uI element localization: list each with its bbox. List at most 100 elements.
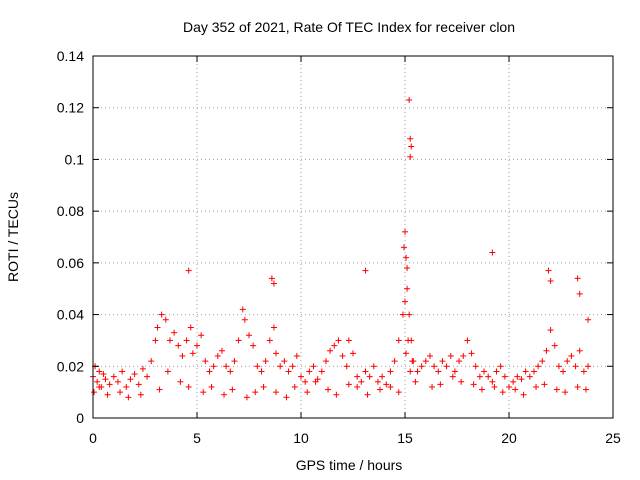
data-point: [114, 378, 121, 385]
data-point: [179, 352, 186, 359]
data-point: [514, 373, 521, 380]
data-point: [399, 311, 406, 318]
data-point: [250, 342, 257, 349]
grid: [93, 56, 613, 418]
data-point: [572, 363, 579, 370]
data-point: [123, 383, 130, 390]
data-point: [447, 352, 454, 359]
data-point: [551, 342, 558, 349]
y-tick-label: 0.1: [65, 151, 85, 167]
data-point: [208, 383, 215, 390]
data-point: [246, 332, 252, 339]
data-point: [478, 386, 485, 393]
data-point: [304, 389, 311, 396]
x-axis-label: GPS time / hours: [296, 457, 403, 473]
data-point: [481, 368, 488, 375]
data-point: [91, 389, 98, 396]
data-point: [291, 383, 298, 390]
data-point: [333, 391, 340, 398]
data-point: [119, 368, 126, 375]
y-tick-label: 0.14: [57, 48, 84, 64]
data-point: [362, 368, 369, 375]
data-point: [553, 386, 560, 393]
data-point: [510, 378, 517, 385]
data-point: [499, 389, 506, 396]
data-point: [535, 363, 542, 370]
data-point: [400, 244, 407, 251]
data-point: [270, 280, 277, 287]
data-point: [252, 389, 259, 396]
data-point: [464, 337, 471, 344]
data-point: [364, 391, 371, 398]
data-point: [104, 391, 111, 398]
data-point: [241, 316, 248, 323]
data-point: [312, 378, 319, 385]
data-point: [210, 363, 217, 370]
data-point: [547, 277, 554, 284]
data-point: [366, 373, 373, 380]
data-point: [144, 373, 151, 380]
data-point: [580, 368, 587, 375]
data-point: [171, 329, 178, 336]
data-point: [585, 363, 592, 370]
data-point: [339, 352, 346, 359]
data-point: [585, 316, 592, 323]
data-point: [125, 394, 132, 401]
data-point: [472, 363, 479, 370]
data-point: [358, 378, 365, 385]
data-point: [218, 347, 225, 354]
data-point: [100, 371, 107, 378]
y-tick-label: 0.08: [57, 203, 84, 219]
data-point: [493, 368, 500, 375]
data-point: [158, 311, 165, 318]
data-point: [404, 265, 411, 272]
data-point: [582, 386, 589, 393]
data-point: [470, 381, 477, 388]
data-point: [491, 383, 498, 390]
data-point: [206, 368, 213, 375]
data-point: [200, 389, 207, 396]
data-point: [345, 381, 352, 388]
data-point: [318, 368, 325, 375]
data-point: [406, 96, 413, 103]
data-point: [229, 386, 236, 393]
y-tick-label: 0.12: [57, 100, 84, 116]
y-tick-label: 0: [76, 410, 84, 426]
data-point: [343, 363, 350, 370]
data-point: [522, 368, 529, 375]
data-point: [354, 383, 361, 390]
data-point: [293, 352, 300, 359]
data-point: [177, 378, 184, 385]
data-point: [526, 373, 533, 380]
data-point: [564, 358, 571, 365]
data-point: [127, 376, 134, 383]
data-point: [545, 267, 552, 274]
data-point: [404, 285, 411, 292]
data-point: [391, 358, 398, 365]
data-point: [285, 368, 292, 375]
data-point: [485, 373, 492, 380]
data-point: [377, 386, 384, 393]
data-point: [530, 368, 537, 375]
data-point: [258, 368, 265, 375]
data-point: [289, 363, 296, 370]
data-point: [451, 368, 458, 375]
data-point: [414, 368, 421, 375]
data-point: [283, 394, 290, 401]
data-point: [429, 383, 436, 390]
data-point: [345, 337, 352, 344]
data-point: [412, 378, 419, 385]
data-point: [541, 381, 548, 388]
data-point: [560, 368, 567, 375]
data-point: [402, 298, 408, 305]
data-point: [568, 352, 575, 359]
x-tick-label: 25: [605, 430, 621, 446]
x-tick-label: 20: [501, 430, 517, 446]
data-point: [547, 327, 554, 334]
data-point: [512, 386, 519, 393]
data-point: [576, 290, 583, 297]
data-point: [235, 337, 242, 344]
data-point: [162, 316, 169, 323]
y-tick-label: 0.04: [57, 307, 84, 323]
data-point: [110, 373, 117, 380]
